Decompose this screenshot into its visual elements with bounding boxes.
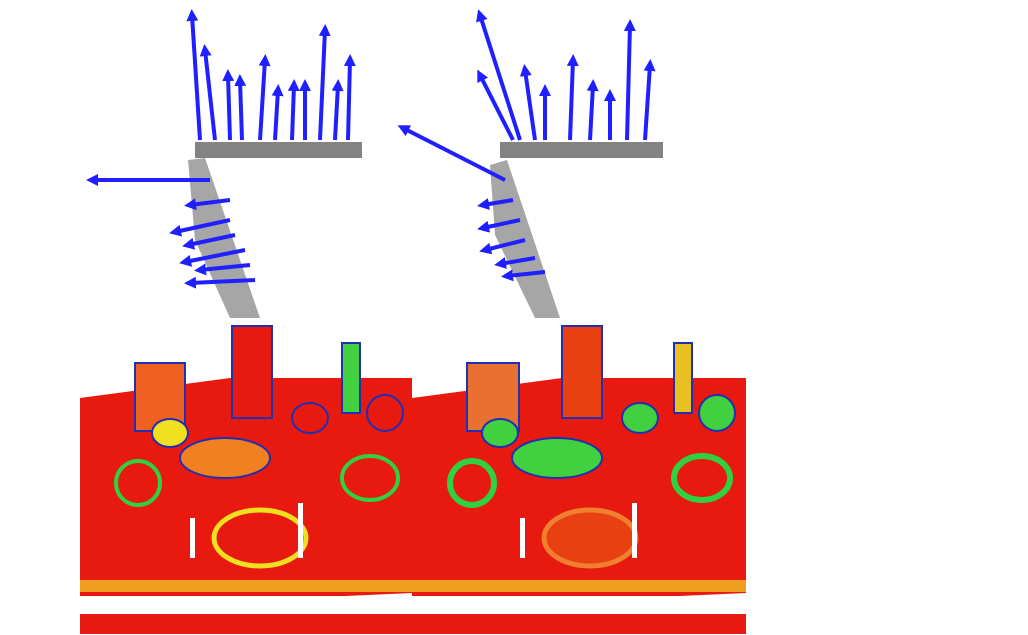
curvature-heatmap-right [412,318,746,634]
curvature-heatmap-left [80,318,412,634]
normal-arrows-group [86,9,356,289]
heatmap-panel-right [412,318,746,634]
heatmap-panel-left [80,318,412,634]
point-cloud-scatter [490,142,663,318]
normal-arrows-group [397,9,656,282]
point-cloud-scatter [188,142,362,318]
normals-panel-right [395,0,663,318]
normals-panel-left [80,0,362,318]
normals-plot-left [86,9,362,318]
normals-plot-right [397,9,663,318]
